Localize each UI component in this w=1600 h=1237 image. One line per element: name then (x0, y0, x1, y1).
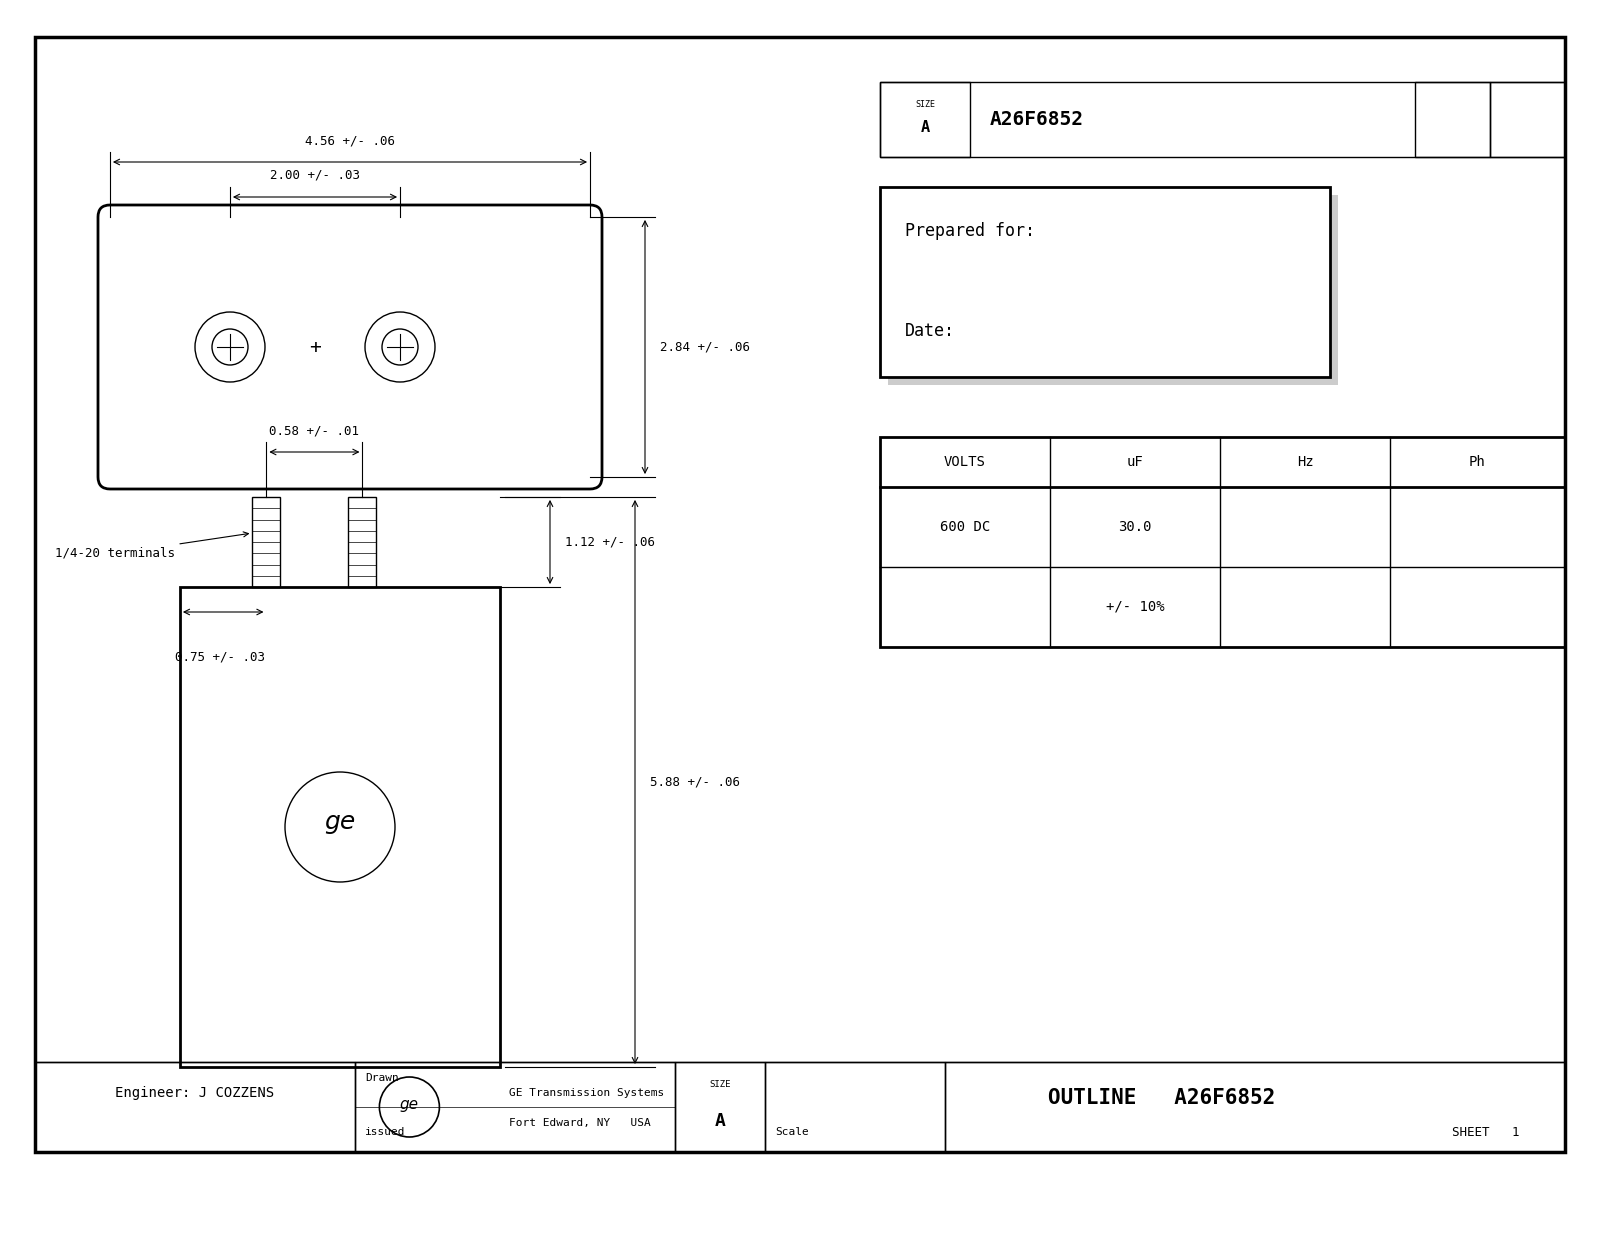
Bar (946, 1063, 1565, 1152)
Bar (35, 1063, 355, 1152)
Text: issued: issued (365, 1127, 405, 1137)
Text: Fort Edward, NY   USA: Fort Edward, NY USA (509, 1118, 650, 1128)
Text: 30.0: 30.0 (1118, 520, 1152, 534)
Text: 5.88 +/- .06: 5.88 +/- .06 (650, 776, 739, 788)
Bar (765, 1063, 946, 1152)
Text: Scale: Scale (774, 1127, 808, 1137)
Text: SIZE: SIZE (915, 100, 934, 109)
Bar (35, 1063, 1565, 1152)
Text: 2.84 +/- .06: 2.84 +/- .06 (661, 340, 750, 354)
Text: 1.12 +/- .06: 1.12 +/- .06 (565, 536, 654, 548)
Text: A: A (715, 1112, 725, 1129)
Text: 0.58 +/- .01: 0.58 +/- .01 (269, 424, 360, 437)
Text: 4.56 +/- .06: 4.56 +/- .06 (306, 134, 395, 147)
Bar (675, 1063, 765, 1152)
Bar (880, 187, 1330, 377)
Bar (179, 588, 499, 1068)
Text: GE Transmission Systems: GE Transmission Systems (509, 1089, 664, 1098)
Text: SIZE: SIZE (709, 1080, 731, 1089)
Text: OUTLINE   A26F6852: OUTLINE A26F6852 (1048, 1089, 1275, 1108)
Text: 1/4-20 terminals: 1/4-20 terminals (54, 532, 248, 560)
Text: Drawn: Drawn (365, 1074, 398, 1084)
Bar (355, 1063, 675, 1152)
Bar (880, 82, 970, 157)
Text: 0.75 +/- .03: 0.75 +/- .03 (174, 651, 266, 663)
Bar (349, 497, 376, 588)
Text: Prepared for:: Prepared for: (906, 221, 1035, 240)
Text: uF: uF (1126, 455, 1144, 469)
Text: VOLTS: VOLTS (944, 455, 986, 469)
Bar (880, 82, 1565, 157)
Text: SHEET   1: SHEET 1 (1453, 1126, 1520, 1139)
Text: +: + (309, 338, 322, 356)
Bar (253, 497, 280, 588)
Text: Engineer: J COZZENS: Engineer: J COZZENS (115, 1086, 275, 1101)
Bar (1490, 82, 1565, 157)
Text: A26F6852: A26F6852 (990, 110, 1085, 129)
Bar (1414, 82, 1490, 157)
Text: 2.00 +/- .03: 2.00 +/- .03 (270, 169, 360, 182)
Text: A: A (920, 120, 930, 135)
Text: 600 DC: 600 DC (939, 520, 990, 534)
Text: ge: ge (400, 1097, 419, 1112)
Text: Date:: Date: (906, 322, 955, 340)
Text: Ph: Ph (1469, 455, 1486, 469)
Text: Hz: Hz (1296, 455, 1314, 469)
Bar (880, 437, 1565, 647)
Bar (888, 195, 1338, 385)
Text: +/- 10%: +/- 10% (1106, 600, 1165, 614)
Text: ge: ge (325, 810, 355, 834)
